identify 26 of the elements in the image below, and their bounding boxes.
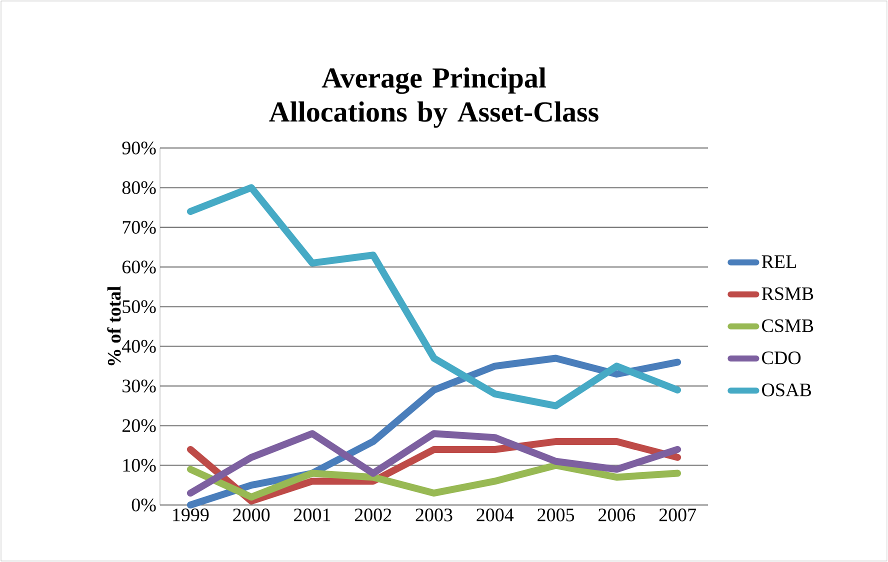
y-tick-label: 90% [122, 142, 156, 154]
x-tick-label: 2001 [294, 508, 330, 522]
x-tick-label: 2007 [659, 508, 696, 522]
legend-label: REL [762, 255, 796, 268]
y-tick-label: 70% [122, 220, 156, 234]
y-axis-title: % of total [107, 286, 121, 366]
x-tick-label: 2006 [598, 508, 636, 522]
x-tick-label: 2003 [416, 508, 452, 522]
legend-label: OSAB [762, 384, 811, 396]
chart-title: Average Principal Allocations by Asset-Class [269, 67, 598, 128]
y-tick-label: 0% [132, 498, 156, 512]
y-tick-label: 30% [122, 380, 156, 392]
y-tick-label: 60% [122, 260, 156, 274]
y-tick-label: 50% [122, 300, 156, 314]
x-tick-label: 1999 [173, 508, 209, 522]
x-tick-label: 2005 [538, 508, 574, 522]
legend-label: RSMB [762, 287, 814, 300]
y-tick-label: 40% [122, 340, 156, 353]
x-tick-label: 2000 [233, 508, 270, 522]
legend-label: CSMB [762, 319, 814, 332]
legend-label: CDO [762, 351, 801, 364]
y-tick-label: 10% [123, 458, 156, 472]
x-tick-label: 2002 [354, 508, 392, 522]
y-tick-label: 20% [122, 419, 156, 432]
x-tick-label: 2004 [476, 508, 514, 522]
y-tick-label: 80% [122, 181, 156, 194]
